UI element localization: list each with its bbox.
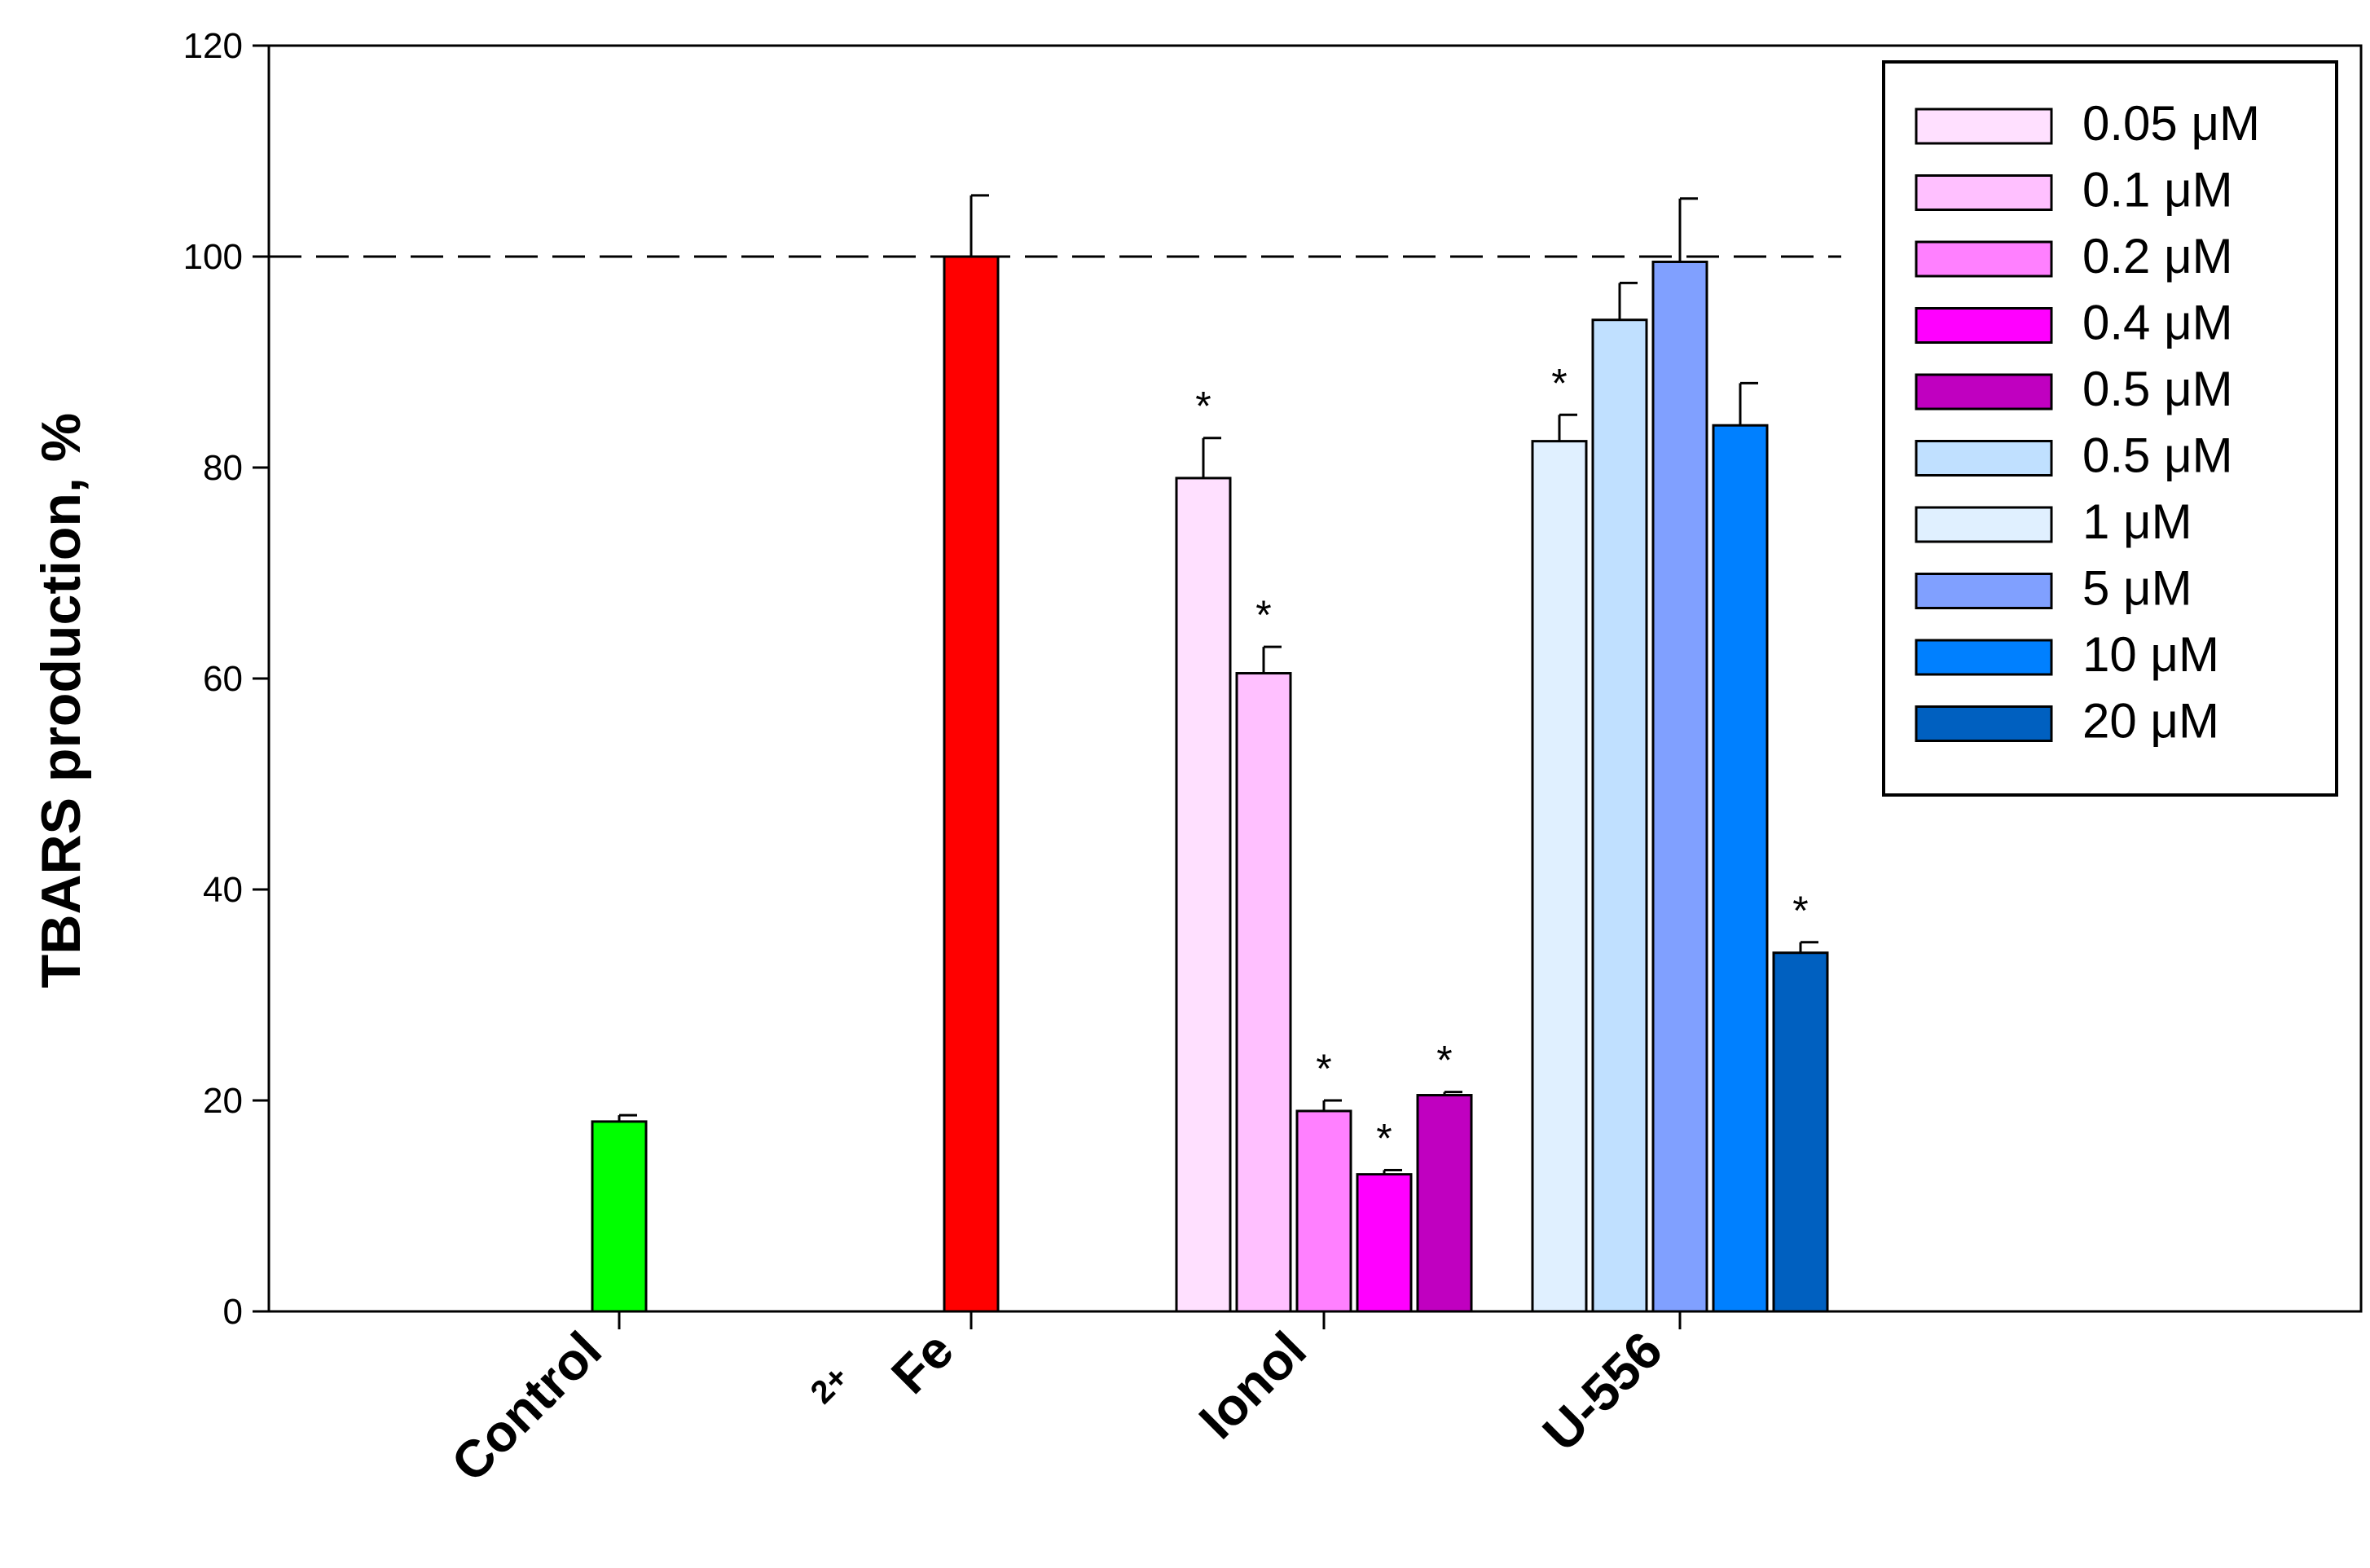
legend-swatch [1915, 705, 2053, 742]
significance-star: * [1792, 888, 1808, 933]
x-category-label: Control [440, 1320, 613, 1493]
bar [1712, 424, 1769, 1313]
bar [1416, 1094, 1473, 1313]
significance-star: * [1436, 1038, 1452, 1083]
significance-star: * [1195, 384, 1211, 429]
legend-label: 5 μM [2082, 561, 2192, 616]
legend-swatch [1915, 108, 2053, 145]
y-tick-label: 100 [183, 237, 243, 277]
significance-star: * [1316, 1046, 1331, 1091]
bar [1772, 951, 1829, 1313]
legend-swatch [1915, 440, 2053, 477]
legend-label: 0.4 μM [2082, 296, 2233, 350]
x-category-label: Fe2+ [804, 1293, 965, 1454]
legend-swatch [1915, 373, 2053, 411]
legend-swatch [1915, 240, 2053, 278]
bar [1591, 318, 1648, 1313]
bar [1531, 440, 1588, 1313]
y-tick-label: 40 [203, 870, 243, 910]
significance-star: * [1376, 1115, 1392, 1161]
legend-label: 0.2 μM [2082, 229, 2233, 283]
legend-label: 10 μM [2082, 627, 2219, 682]
legend-swatch [1915, 639, 2053, 676]
significance-star: * [1551, 360, 1567, 406]
y-tick-label: 60 [203, 659, 243, 699]
y-tick-label: 80 [203, 448, 243, 488]
bar [1295, 1109, 1352, 1313]
y-tick-label: 120 [183, 26, 243, 66]
x-category-label: U-556 [1532, 1320, 1673, 1462]
bar [943, 255, 1000, 1313]
y-tick-label: 0 [223, 1292, 243, 1332]
legend-label: 20 μM [2082, 694, 2219, 749]
plot-area: 0 20 40 60 80 100 120 Control Fe2+ * * * * * Ionol * * U-… [183, 26, 2363, 1493]
bar [1235, 672, 1292, 1313]
legend-swatch [1915, 573, 2053, 609]
legend-swatch [1915, 174, 2053, 211]
legend-label: 1 μM [2082, 494, 2192, 549]
bar [1175, 477, 1232, 1313]
legend-label: 0.5 μM [2082, 362, 2233, 416]
legend-swatch [1915, 307, 2053, 344]
bar [1356, 1173, 1413, 1313]
bar [1651, 260, 1708, 1313]
x-category-label: Ionol [1188, 1320, 1317, 1450]
x-category-label-superscript: 2+ [804, 1359, 855, 1411]
legend-label: 0.5 μM [2082, 428, 2233, 483]
bar [591, 1120, 648, 1313]
legend-label: 0.05 μM [2082, 96, 2260, 151]
legend-swatch [1915, 506, 2053, 543]
y-tick-label: 20 [203, 1081, 243, 1121]
legend-label: 0.1 μM [2082, 163, 2233, 217]
y-axis-label: TBARS production, % [30, 413, 92, 988]
significance-star: * [1255, 592, 1271, 638]
